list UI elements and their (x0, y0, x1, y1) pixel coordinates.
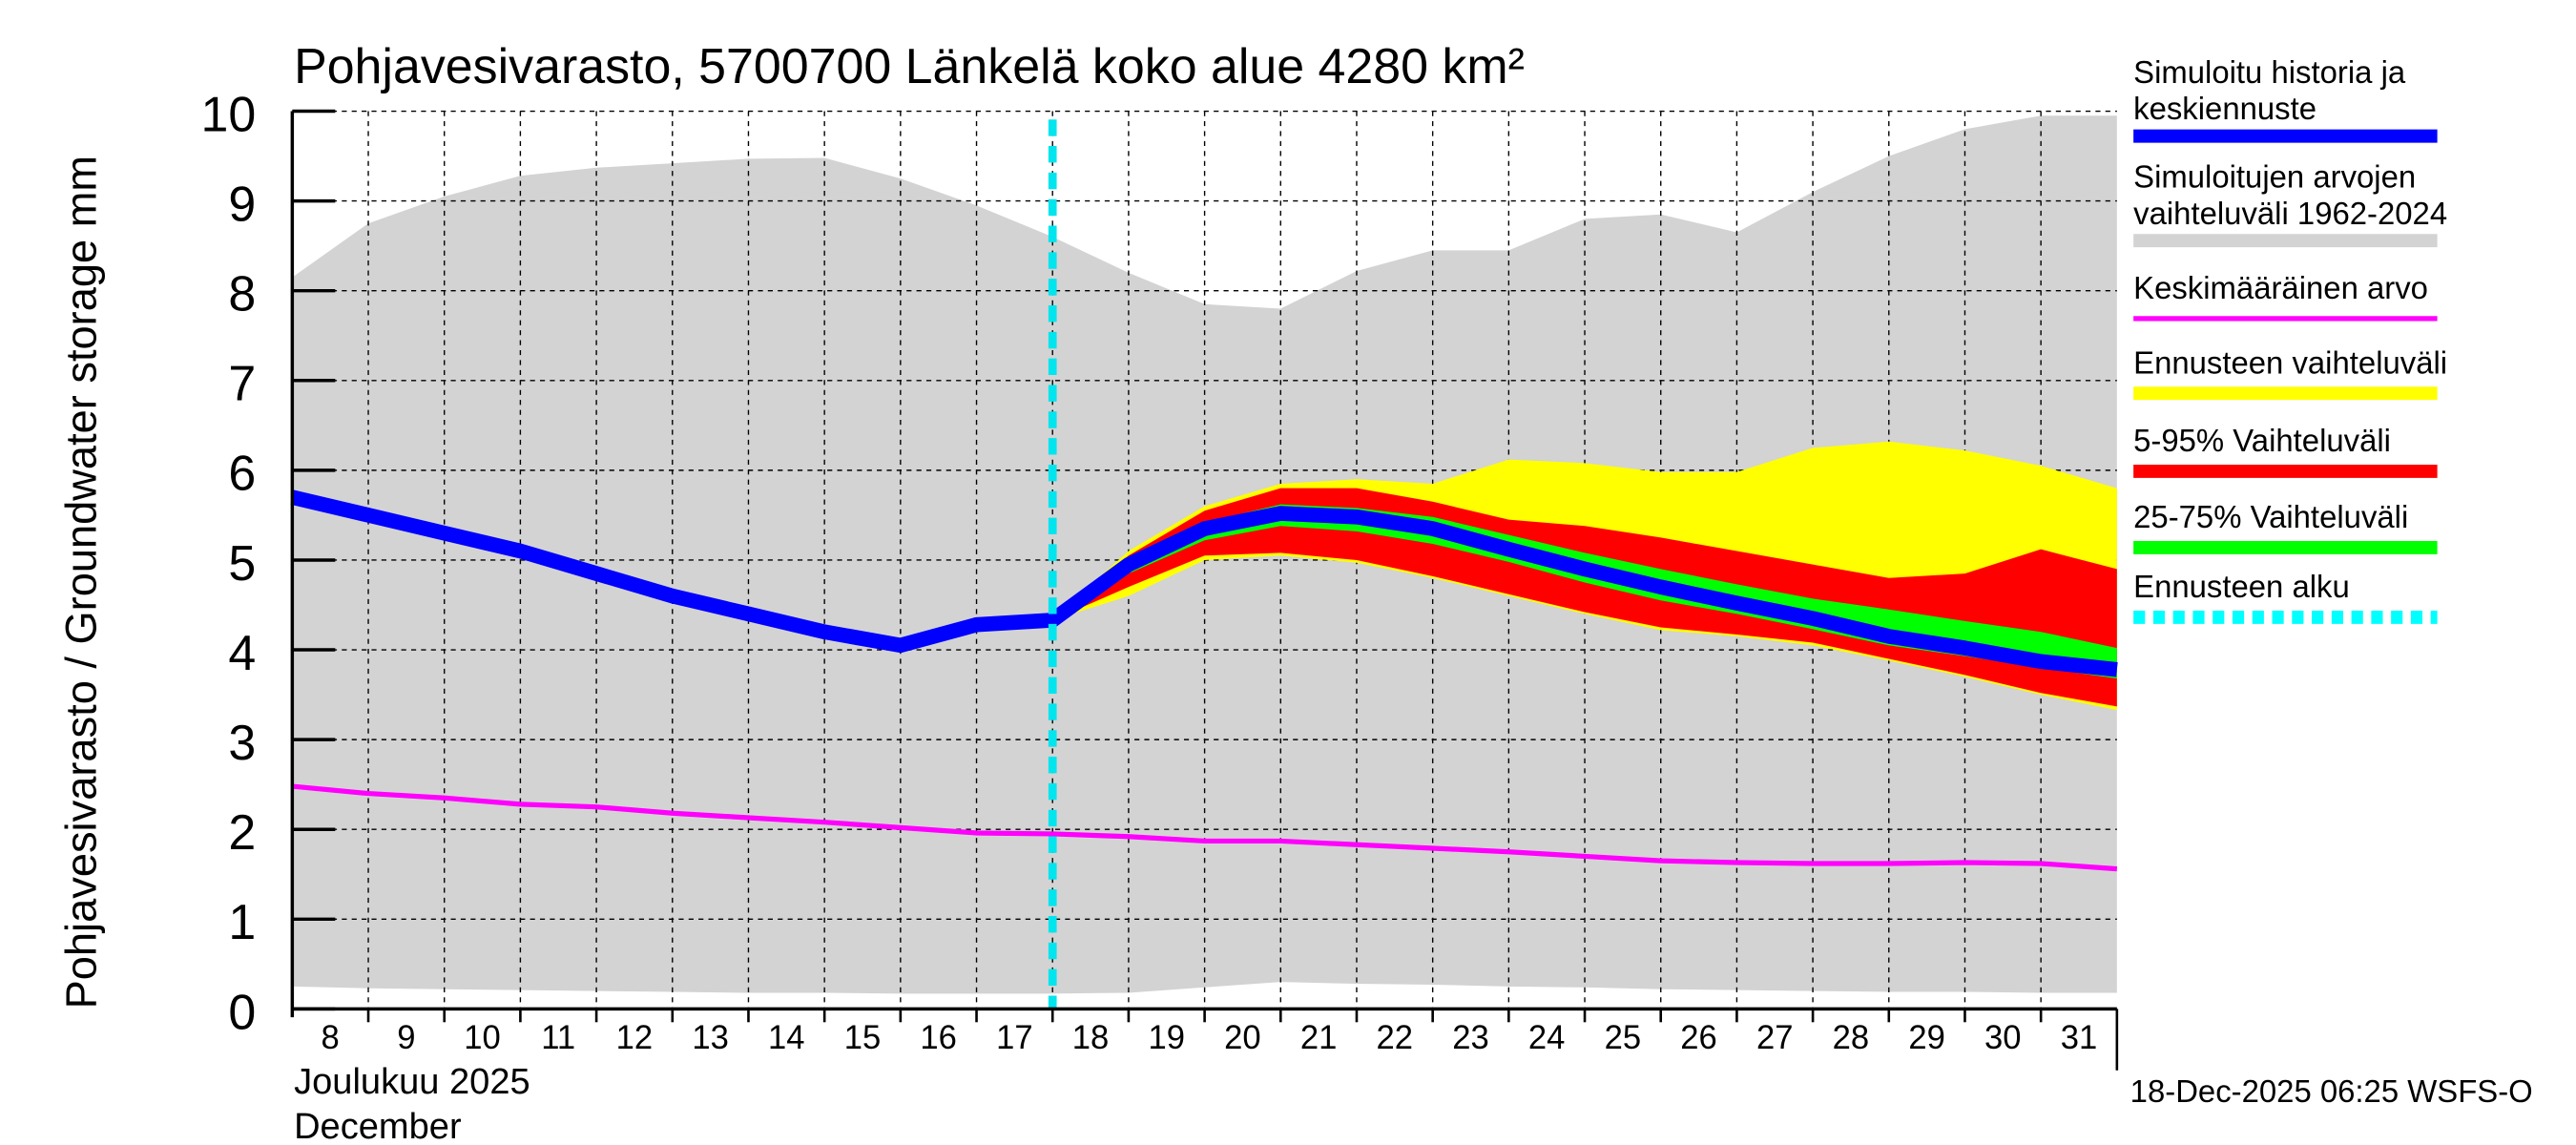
x-tick-label: 13 (692, 1020, 729, 1056)
footer-timestamp: 18-Dec-2025 06:25 WSFS-O (2130, 1073, 2533, 1109)
legend-label: 5-95% Vaihteluväli (2133, 423, 2391, 458)
x-tick-label: 29 (1908, 1020, 1945, 1056)
y-tick-label: 4 (228, 626, 256, 681)
x-tick-label: 10 (464, 1020, 501, 1056)
x-tick-label: 19 (1148, 1020, 1185, 1056)
x-tick-label: 23 (1452, 1020, 1489, 1056)
y-tick-label: 8 (228, 266, 256, 322)
x-tick-label: 27 (1756, 1020, 1794, 1056)
legend-label: Ennusteen alku (2133, 569, 2350, 604)
x-tick-label: 9 (397, 1020, 415, 1056)
x-tick-label: 28 (1833, 1020, 1870, 1056)
y-tick-label: 7 (228, 357, 256, 412)
y-tick-label: 3 (228, 716, 256, 771)
x-tick-label: 12 (616, 1020, 654, 1056)
y-tick-label: 0 (228, 985, 256, 1040)
x-tick-label: 30 (1984, 1020, 2022, 1056)
chart-title: Pohjavesivarasto, 5700700 Länkelä koko a… (294, 39, 1525, 94)
x-tick-label: 24 (1528, 1020, 1566, 1056)
x-tick-label: 14 (768, 1020, 805, 1056)
x-tick-label: 11 (541, 1020, 575, 1056)
legend-label: Ennusteen vaihteluväli (2133, 344, 2447, 380)
x-tick-label: 31 (2061, 1020, 2098, 1056)
x-tick-label: 16 (920, 1020, 957, 1056)
legend-label: keskiennuste (2133, 91, 2316, 126)
y-tick-label: 10 (201, 87, 257, 142)
y-tick-label: 9 (228, 177, 256, 232)
x-tick-label: 15 (844, 1020, 882, 1056)
x-tick-label: 22 (1377, 1020, 1414, 1056)
x-tick-label: 21 (1300, 1020, 1338, 1056)
simulated-line (290, 489, 2118, 677)
y-tick-label: 2 (228, 805, 256, 861)
legend-label: Simuloitujen arvojen (2133, 158, 2416, 194)
x-tick-label: 8 (322, 1020, 340, 1056)
y-tick-label: 1 (228, 895, 256, 950)
mean-line (292, 783, 2118, 872)
y-tick-label: 6 (228, 447, 256, 502)
legend-label: 25-75% Vaihteluväli (2133, 499, 2408, 534)
legend-label: Keskimääräinen arvo (2133, 270, 2428, 305)
legend-label: Simuloitu historia ja (2133, 54, 2406, 90)
y-axis-label: Pohjavesivarasto / Groundwater storage m… (56, 156, 105, 1009)
p5-95-band (1052, 488, 2117, 707)
x-axis-label-en: December (294, 1106, 462, 1145)
x-axis-label-fi: Joulukuu 2025 (294, 1061, 530, 1102)
x-tick-label: 17 (996, 1020, 1033, 1056)
x-tick-label: 18 (1072, 1020, 1110, 1056)
x-tick-label: 26 (1680, 1020, 1717, 1056)
x-tick-label: 25 (1605, 1020, 1642, 1056)
x-tick-label: 20 (1224, 1020, 1261, 1056)
legend-label: vaihteluväli 1962-2024 (2133, 196, 2447, 231)
y-tick-label: 5 (228, 536, 256, 592)
